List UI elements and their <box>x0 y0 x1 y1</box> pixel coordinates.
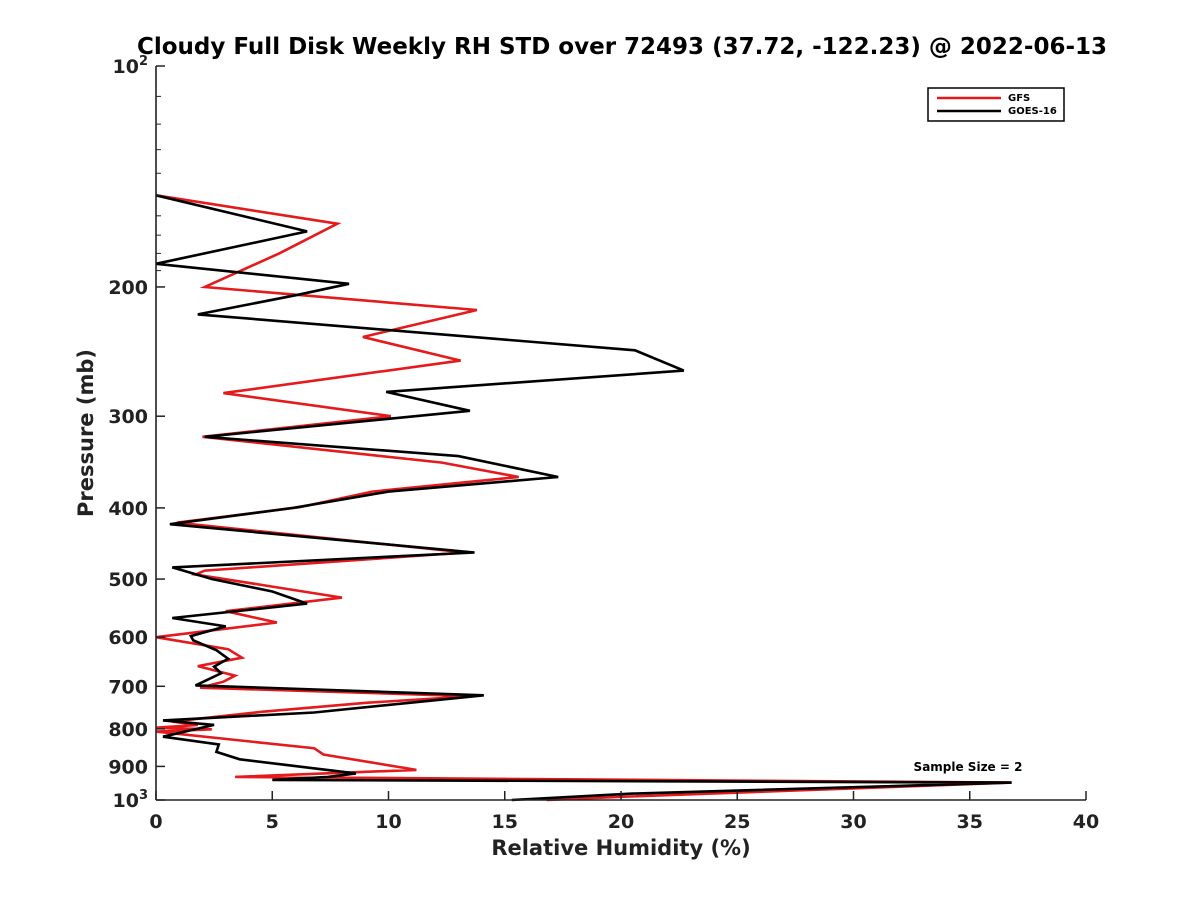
x-tick-label: 40 <box>1073 811 1099 833</box>
y-tick-label: 500 <box>108 569 148 591</box>
y-tick-label: 800 <box>108 719 148 741</box>
x-axis-label: Relative Humidity (%) <box>491 836 750 860</box>
legend-label-goes-16: GOES-16 <box>1008 106 1057 117</box>
x-tick-label: 25 <box>724 811 750 833</box>
y-tick-label: 200 <box>108 277 148 299</box>
y-tick-label: 900 <box>108 756 148 778</box>
legend: GFS GOES-16 <box>927 87 1065 122</box>
y-tick-label: 103 <box>113 788 149 812</box>
y-tick-label: 600 <box>108 627 148 649</box>
series-line-goes-16 <box>155 194 1012 802</box>
x-ticks: 0 5 10 15 20 25 30 35 40 <box>149 791 1099 833</box>
x-tick-label: 0 <box>149 811 162 833</box>
series-line-gfs <box>155 194 1012 802</box>
y-ticks: 102 200 300 400 500 600 700 800 900 103 <box>108 54 165 812</box>
y-tick-label: 700 <box>108 676 148 698</box>
series-layer <box>155 194 1012 802</box>
y-tick-label: 300 <box>108 406 148 428</box>
x-tick-label: 20 <box>608 811 634 833</box>
x-tick-label: 10 <box>375 811 401 833</box>
x-tick-label: 15 <box>492 811 518 833</box>
y-axis-label: Pressure (mb) <box>74 349 98 517</box>
x-tick-label: 30 <box>840 811 866 833</box>
x-tick-label: 35 <box>957 811 983 833</box>
legend-box <box>927 87 1065 122</box>
y-tick-label: 400 <box>108 498 148 520</box>
legend-label-gfs: GFS <box>1008 93 1030 104</box>
y-tick-label: 102 <box>113 54 149 78</box>
x-tick-label: 5 <box>266 811 279 833</box>
chart-title: Cloudy Full Disk Weekly RH STD over 7249… <box>137 34 1107 60</box>
sample-size-annotation: Sample Size = 2 <box>914 760 1023 774</box>
